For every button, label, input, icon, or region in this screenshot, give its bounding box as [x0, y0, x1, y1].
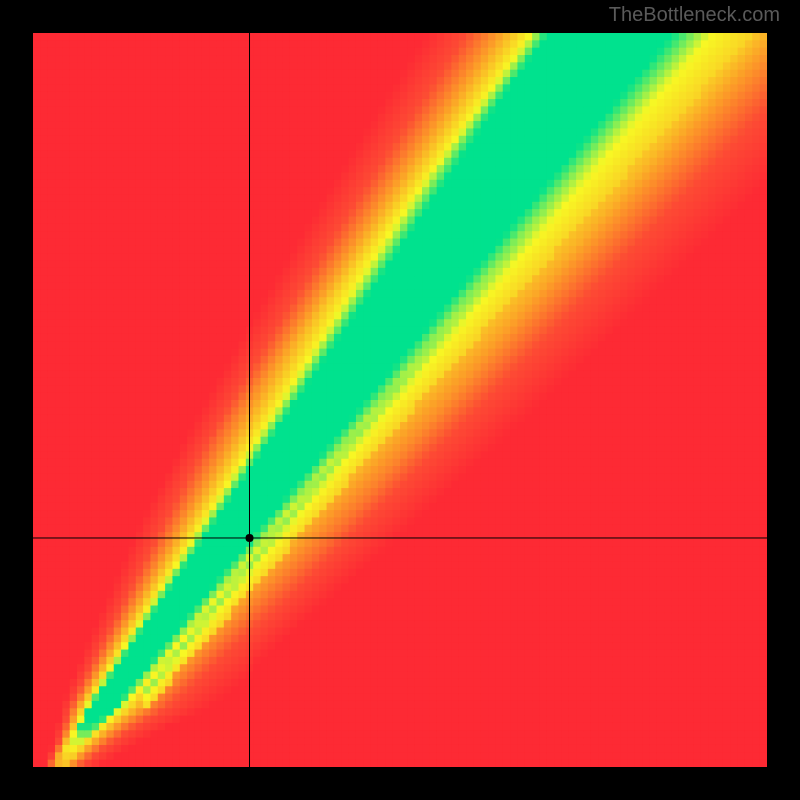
watermark-text: TheBottleneck.com	[609, 4, 780, 27]
heatmap-plot	[33, 33, 767, 767]
chart-container: TheBottleneck.com	[0, 0, 800, 800]
